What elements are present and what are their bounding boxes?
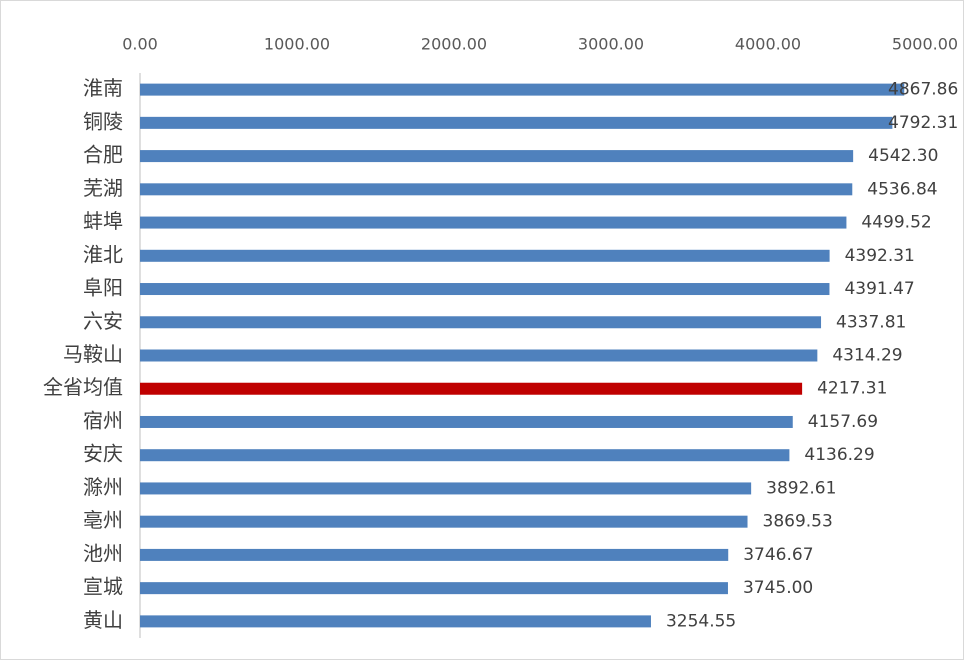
category-label: 六安 xyxy=(83,309,123,333)
bar xyxy=(140,382,803,395)
category-label: 淮北 xyxy=(83,242,123,266)
category-label: 蚌埠 xyxy=(83,209,123,233)
bar xyxy=(140,83,905,96)
value-label: 4391.47 xyxy=(844,279,914,299)
category-label: 淮南 xyxy=(83,76,123,100)
value-label: 4136.29 xyxy=(804,445,874,465)
x-tick-label: 5000.00 xyxy=(892,35,958,54)
x-tick-label: 0.00 xyxy=(122,35,158,54)
bar xyxy=(140,150,854,163)
bar xyxy=(140,349,818,362)
category-label: 阜阳 xyxy=(83,276,123,300)
value-label: 4314.29 xyxy=(832,346,902,366)
bar xyxy=(140,548,729,561)
value-label: 4499.52 xyxy=(861,213,931,233)
bar xyxy=(140,482,752,495)
category-label: 宿州 xyxy=(83,408,123,432)
bar xyxy=(140,283,830,296)
category-label: 滁州 xyxy=(83,475,123,499)
category-label: 铜陵 xyxy=(83,109,123,133)
bar xyxy=(140,249,830,262)
x-tick-label: 3000.00 xyxy=(578,35,644,54)
category-label: 芜湖 xyxy=(83,176,123,200)
bar xyxy=(140,582,728,595)
value-label: 3745.00 xyxy=(743,578,813,598)
category-label: 合肥 xyxy=(83,143,123,167)
value-label: 4867.86 xyxy=(888,80,958,100)
x-tick-label: 2000.00 xyxy=(421,35,487,54)
bar xyxy=(140,316,822,329)
bar xyxy=(140,183,853,196)
bar xyxy=(140,615,651,628)
category-label: 安庆 xyxy=(83,442,123,466)
bar xyxy=(140,216,847,229)
bar xyxy=(140,116,893,129)
value-label: 3892.61 xyxy=(766,478,836,498)
bar xyxy=(140,515,748,528)
value-label: 3869.53 xyxy=(763,512,833,532)
value-label: 4157.69 xyxy=(808,412,878,432)
x-tick-label: 4000.00 xyxy=(735,35,801,54)
category-label: 宣城 xyxy=(83,575,123,599)
category-label: 马鞍山 xyxy=(63,342,123,366)
bar xyxy=(140,415,793,428)
category-label: 全省均值 xyxy=(43,375,123,399)
value-label: 3746.67 xyxy=(743,545,813,565)
category-label: 亳州 xyxy=(83,508,123,532)
value-label: 4542.30 xyxy=(868,146,938,166)
value-label: 4536.84 xyxy=(867,179,937,199)
value-label: 4792.31 xyxy=(888,113,958,133)
bar xyxy=(140,449,790,462)
value-label: 4337.81 xyxy=(836,312,906,332)
x-tick-label: 1000.00 xyxy=(264,35,330,54)
value-label: 3254.55 xyxy=(666,611,736,631)
value-label: 4392.31 xyxy=(845,246,915,266)
category-label: 黄山 xyxy=(83,608,123,632)
value-label: 4217.31 xyxy=(817,379,887,399)
category-label: 池州 xyxy=(83,541,123,565)
